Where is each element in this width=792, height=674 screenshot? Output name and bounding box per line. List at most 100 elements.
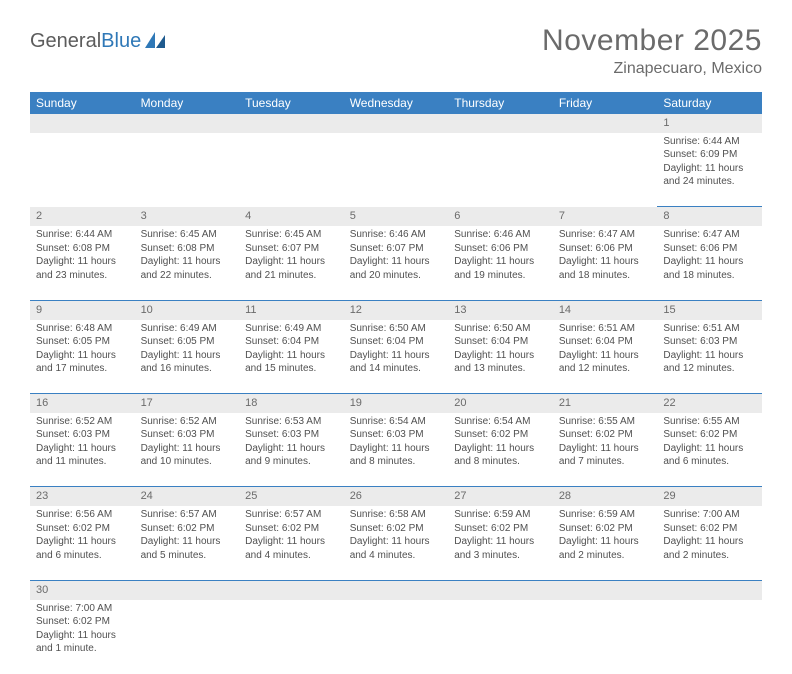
sunset-text: Sunset: 6:06 PM: [454, 242, 547, 256]
day-cell: Sunrise: 6:54 AMSunset: 6:02 PMDaylight:…: [448, 413, 553, 487]
day-number: [135, 580, 240, 599]
day-cell-body: Sunrise: 6:44 AMSunset: 6:08 PMDaylight:…: [30, 226, 135, 286]
daylight-text: Daylight: 11 hours and 9 minutes.: [245, 442, 338, 469]
day-cell: Sunrise: 6:48 AMSunset: 6:05 PMDaylight:…: [30, 320, 135, 394]
sunset-text: Sunset: 6:08 PM: [36, 242, 129, 256]
day-cell: Sunrise: 6:45 AMSunset: 6:07 PMDaylight:…: [239, 226, 344, 300]
daylight-text: Daylight: 11 hours and 18 minutes.: [559, 255, 652, 282]
day-cell-body: Sunrise: 6:47 AMSunset: 6:06 PMDaylight:…: [657, 226, 762, 286]
sunset-text: Sunset: 6:07 PM: [350, 242, 443, 256]
day-cell: Sunrise: 6:45 AMSunset: 6:08 PMDaylight:…: [135, 226, 240, 300]
day-number: [30, 114, 135, 133]
day-number: [239, 580, 344, 599]
day-number: 16: [30, 394, 135, 413]
day-number: 23: [30, 487, 135, 506]
sunset-text: Sunset: 6:02 PM: [36, 522, 129, 536]
calendar-table: Sunday Monday Tuesday Wednesday Thursday…: [30, 92, 762, 674]
day-number: 4: [239, 207, 344, 226]
day-number: 22: [657, 394, 762, 413]
day-cell: Sunrise: 6:56 AMSunset: 6:02 PMDaylight:…: [30, 506, 135, 580]
daynum-row: 16171819202122: [30, 394, 762, 413]
day-cell-body: Sunrise: 6:46 AMSunset: 6:06 PMDaylight:…: [448, 226, 553, 286]
daynum-row: 2345678: [30, 207, 762, 226]
day-cell: Sunrise: 6:46 AMSunset: 6:06 PMDaylight:…: [448, 226, 553, 300]
daylight-text: Daylight: 11 hours and 13 minutes.: [454, 349, 547, 376]
day-cell-body: Sunrise: 6:50 AMSunset: 6:04 PMDaylight:…: [448, 320, 553, 380]
daylight-text: Daylight: 11 hours and 7 minutes.: [559, 442, 652, 469]
daylight-text: Daylight: 11 hours and 19 minutes.: [454, 255, 547, 282]
day-cell: Sunrise: 6:57 AMSunset: 6:02 PMDaylight:…: [135, 506, 240, 580]
brand-name: GeneralBlue: [30, 30, 141, 53]
day-cell-body: Sunrise: 6:59 AMSunset: 6:02 PMDaylight:…: [448, 506, 553, 566]
sunrise-text: Sunrise: 6:55 AM: [663, 415, 756, 429]
daylight-text: Daylight: 11 hours and 2 minutes.: [663, 535, 756, 562]
day-number: 9: [30, 300, 135, 319]
day-cell: Sunrise: 7:00 AMSunset: 6:02 PMDaylight:…: [30, 600, 135, 674]
day-cell-body: Sunrise: 6:53 AMSunset: 6:03 PMDaylight:…: [239, 413, 344, 473]
sail-icon: [145, 32, 167, 50]
daylight-text: Daylight: 11 hours and 22 minutes.: [141, 255, 234, 282]
week-row: Sunrise: 6:44 AMSunset: 6:09 PMDaylight:…: [30, 133, 762, 207]
sunrise-text: Sunrise: 6:48 AM: [36, 322, 129, 336]
sunrise-text: Sunrise: 7:00 AM: [36, 602, 129, 616]
day-cell-body: Sunrise: 7:00 AMSunset: 6:02 PMDaylight:…: [657, 506, 762, 566]
day-number: 3: [135, 207, 240, 226]
sunset-text: Sunset: 6:02 PM: [663, 428, 756, 442]
day-cell-body: Sunrise: 6:52 AMSunset: 6:03 PMDaylight:…: [30, 413, 135, 473]
day-cell: [239, 133, 344, 207]
day-number: [553, 580, 658, 599]
day-number: 21: [553, 394, 658, 413]
day-cell-body: Sunrise: 6:44 AMSunset: 6:09 PMDaylight:…: [657, 133, 762, 193]
daylight-text: Daylight: 11 hours and 17 minutes.: [36, 349, 129, 376]
sunrise-text: Sunrise: 6:51 AM: [559, 322, 652, 336]
sunset-text: Sunset: 6:04 PM: [245, 335, 338, 349]
sunrise-text: Sunrise: 6:50 AM: [454, 322, 547, 336]
sunset-text: Sunset: 6:09 PM: [663, 148, 756, 162]
daylight-text: Daylight: 11 hours and 15 minutes.: [245, 349, 338, 376]
day-cell: [344, 133, 449, 207]
daylight-text: Daylight: 11 hours and 14 minutes.: [350, 349, 443, 376]
sunset-text: Sunset: 6:05 PM: [36, 335, 129, 349]
day-cell: [344, 600, 449, 674]
sunset-text: Sunset: 6:03 PM: [245, 428, 338, 442]
sunrise-text: Sunrise: 6:46 AM: [454, 228, 547, 242]
sunset-text: Sunset: 6:04 PM: [559, 335, 652, 349]
brand-part2: Blue: [101, 30, 141, 52]
daylight-text: Daylight: 11 hours and 10 minutes.: [141, 442, 234, 469]
sunrise-text: Sunrise: 6:49 AM: [245, 322, 338, 336]
day-cell-body: Sunrise: 6:57 AMSunset: 6:02 PMDaylight:…: [239, 506, 344, 566]
day-cell: Sunrise: 6:44 AMSunset: 6:09 PMDaylight:…: [657, 133, 762, 207]
day-cell: [135, 600, 240, 674]
sunrise-text: Sunrise: 6:56 AM: [36, 508, 129, 522]
day-cell: Sunrise: 6:46 AMSunset: 6:07 PMDaylight:…: [344, 226, 449, 300]
day-cell-body: Sunrise: 6:49 AMSunset: 6:04 PMDaylight:…: [239, 320, 344, 380]
sunrise-text: Sunrise: 6:44 AM: [36, 228, 129, 242]
day-cell-body: Sunrise: 6:56 AMSunset: 6:02 PMDaylight:…: [30, 506, 135, 566]
sunset-text: Sunset: 6:03 PM: [36, 428, 129, 442]
day-number: 30: [30, 580, 135, 599]
day-cell-body: Sunrise: 6:57 AMSunset: 6:02 PMDaylight:…: [135, 506, 240, 566]
day-cell: Sunrise: 6:57 AMSunset: 6:02 PMDaylight:…: [239, 506, 344, 580]
day-cell-body: Sunrise: 7:00 AMSunset: 6:02 PMDaylight:…: [30, 600, 135, 660]
day-cell: Sunrise: 6:44 AMSunset: 6:08 PMDaylight:…: [30, 226, 135, 300]
day-number: 29: [657, 487, 762, 506]
day-header: Thursday: [448, 92, 553, 114]
day-cell: Sunrise: 6:51 AMSunset: 6:03 PMDaylight:…: [657, 320, 762, 394]
day-cell-body: Sunrise: 6:46 AMSunset: 6:07 PMDaylight:…: [344, 226, 449, 286]
sunset-text: Sunset: 6:05 PM: [141, 335, 234, 349]
sunset-text: Sunset: 6:04 PM: [350, 335, 443, 349]
sunrise-text: Sunrise: 6:57 AM: [245, 508, 338, 522]
daylight-text: Daylight: 11 hours and 21 minutes.: [245, 255, 338, 282]
day-cell: [553, 600, 658, 674]
sunset-text: Sunset: 6:02 PM: [454, 522, 547, 536]
day-number: [344, 114, 449, 133]
week-row: Sunrise: 6:48 AMSunset: 6:05 PMDaylight:…: [30, 320, 762, 394]
daylight-text: Daylight: 11 hours and 6 minutes.: [36, 535, 129, 562]
sunset-text: Sunset: 6:03 PM: [663, 335, 756, 349]
day-cell-body: Sunrise: 6:59 AMSunset: 6:02 PMDaylight:…: [553, 506, 658, 566]
day-cell-body: Sunrise: 6:45 AMSunset: 6:07 PMDaylight:…: [239, 226, 344, 286]
sunrise-text: Sunrise: 6:52 AM: [36, 415, 129, 429]
sunrise-text: Sunrise: 6:44 AM: [663, 135, 756, 149]
day-number: 7: [553, 207, 658, 226]
daynum-row: 30: [30, 580, 762, 599]
